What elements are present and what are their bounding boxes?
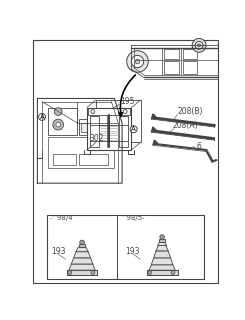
Circle shape	[98, 135, 100, 138]
Bar	[90, 116, 99, 147]
Text: A: A	[40, 114, 44, 120]
Text: A: A	[131, 126, 136, 132]
Circle shape	[123, 110, 127, 114]
Polygon shape	[76, 247, 88, 252]
Text: 195: 195	[121, 97, 135, 106]
Circle shape	[131, 55, 144, 68]
Circle shape	[68, 270, 72, 275]
Bar	[79, 154, 108, 165]
Polygon shape	[156, 245, 168, 251]
Circle shape	[56, 122, 61, 127]
Text: 302: 302	[89, 134, 103, 143]
Circle shape	[127, 51, 148, 72]
Text: 208(A): 208(A)	[172, 121, 198, 130]
Bar	[81, 123, 93, 132]
Circle shape	[54, 108, 62, 116]
Bar	[48, 108, 77, 135]
Circle shape	[91, 110, 95, 114]
Circle shape	[197, 44, 201, 47]
Circle shape	[171, 270, 175, 275]
Polygon shape	[71, 258, 93, 264]
Bar	[164, 61, 179, 74]
Polygon shape	[69, 264, 95, 270]
Polygon shape	[74, 252, 91, 258]
Bar	[164, 49, 179, 59]
Circle shape	[195, 42, 203, 49]
Bar	[67, 270, 98, 275]
Text: 193: 193	[51, 247, 66, 256]
Circle shape	[192, 38, 206, 52]
Polygon shape	[158, 242, 167, 245]
Bar	[79, 244, 85, 247]
Polygon shape	[154, 251, 171, 258]
Bar	[147, 270, 178, 275]
Bar	[119, 116, 128, 147]
Polygon shape	[151, 114, 156, 119]
Bar	[94, 123, 108, 132]
Circle shape	[53, 119, 64, 130]
Text: 208(B): 208(B)	[178, 107, 203, 116]
Polygon shape	[151, 258, 173, 265]
Bar	[48, 137, 114, 168]
Circle shape	[130, 126, 137, 133]
Bar	[88, 108, 130, 116]
Text: 193: 193	[125, 247, 140, 256]
Polygon shape	[151, 127, 156, 132]
Bar	[53, 154, 76, 165]
Bar	[159, 239, 165, 242]
Bar	[96, 100, 141, 142]
Polygon shape	[153, 140, 158, 145]
Bar	[79, 119, 114, 135]
Bar	[183, 61, 197, 74]
Bar	[87, 108, 131, 150]
Text: -’ 98/4: -’ 98/4	[50, 215, 73, 221]
Polygon shape	[149, 265, 175, 270]
Circle shape	[80, 240, 84, 245]
Text: ’ 98/5-: ’ 98/5-	[122, 215, 145, 221]
Text: 6: 6	[197, 142, 202, 151]
Circle shape	[135, 59, 140, 64]
Circle shape	[91, 270, 95, 275]
Bar	[47, 215, 205, 279]
Bar	[183, 49, 197, 59]
Circle shape	[160, 235, 164, 239]
Circle shape	[38, 114, 46, 120]
Circle shape	[148, 270, 152, 275]
